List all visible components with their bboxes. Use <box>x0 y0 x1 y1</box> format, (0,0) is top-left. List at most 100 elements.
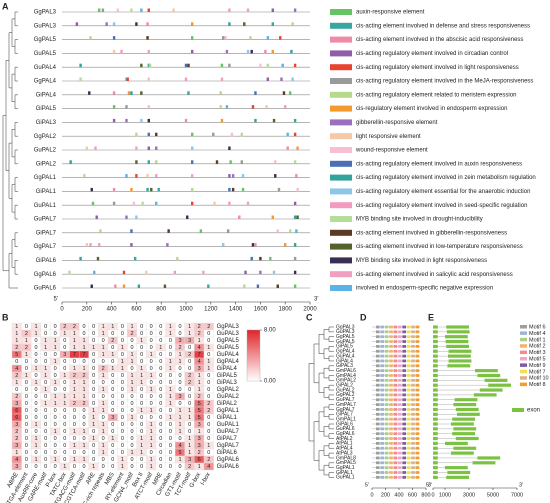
cell-value: 1 <box>34 324 37 330</box>
motif-block <box>411 427 415 431</box>
cis-element <box>286 146 289 150</box>
cell-value: 0 <box>34 401 37 407</box>
gene-label: GuPAL6 <box>336 426 355 432</box>
motif-block <box>384 345 389 348</box>
cell-value: 1 <box>188 443 191 449</box>
cell-value: 0 <box>25 408 28 414</box>
cell-value: 0 <box>140 457 143 463</box>
cell-value: 0 <box>150 338 153 344</box>
motif-block <box>406 393 411 397</box>
cis-element <box>155 174 158 178</box>
motif-block <box>402 345 406 348</box>
motif-block <box>406 442 411 445</box>
cell-value: 1 <box>63 394 66 400</box>
cell-value: 1 <box>73 380 76 386</box>
motif-block <box>402 451 406 455</box>
x-tick-label: 800 <box>156 307 167 313</box>
end-label: 3' <box>519 482 523 488</box>
cell-value: 1 <box>150 387 153 393</box>
cell-value: 2 <box>15 394 18 400</box>
motif-block <box>380 456 384 460</box>
column-label: ARE <box>85 472 96 486</box>
legend-label: wound-responsive element <box>355 148 428 154</box>
cell-value: 1 <box>121 464 124 470</box>
cis-element <box>147 49 150 54</box>
cell-value: 0 <box>54 331 57 337</box>
cis-element <box>173 270 177 275</box>
motif-block <box>415 388 420 392</box>
cell-value: 1 <box>140 450 143 456</box>
cell-value: 0 <box>111 387 114 393</box>
cell-value: 0 <box>121 331 124 337</box>
cell-value: 0 <box>159 401 162 407</box>
cell-value: 0 <box>150 401 153 407</box>
cell-value: 0 <box>178 331 181 337</box>
row-label: GuPAL3 <box>217 331 240 337</box>
cell-value: 0 <box>130 429 133 435</box>
exon <box>446 325 469 329</box>
cis-element <box>293 160 297 164</box>
cis-element <box>222 243 225 247</box>
row-label: GiPAL6 <box>217 450 238 456</box>
gene-label: GiPAL3 <box>36 120 57 126</box>
cell-value: 0 <box>121 401 124 407</box>
cell-value: 1 <box>121 359 124 365</box>
cell-value: 2 <box>188 464 191 470</box>
cell-value: 1 <box>198 387 201 393</box>
motif-block <box>384 359 389 363</box>
cis-element <box>137 284 141 288</box>
legend-label: cis-acting regulatory element essential … <box>356 189 530 195</box>
gene-label: GuPAL1 <box>34 203 57 209</box>
exon <box>433 436 438 441</box>
motif-block <box>411 398 415 402</box>
cell-value: 6 <box>15 408 18 414</box>
cell-value: 2 <box>15 373 18 379</box>
motif-block <box>402 393 406 397</box>
motif-block <box>402 408 406 411</box>
cell-value: 3 <box>188 338 191 344</box>
cis-element <box>230 132 234 137</box>
motif-block <box>411 422 415 426</box>
cell-value: 1 <box>54 380 57 386</box>
legend-swatch <box>330 243 352 250</box>
cell-value: 4 <box>178 443 181 449</box>
cell-value: 0 <box>63 415 66 421</box>
motif-block <box>415 408 420 411</box>
cell-value: 0 <box>121 408 124 414</box>
cis-element <box>251 243 255 247</box>
cis-element <box>112 201 116 206</box>
motif-block <box>376 403 380 406</box>
colorbar-label: 0.00 <box>264 379 276 385</box>
exon <box>477 456 501 460</box>
cell-value: 0 <box>121 443 124 449</box>
cell-value: 1 <box>73 331 76 337</box>
cell-value: 1 <box>54 401 57 407</box>
cell-value: 0 <box>34 373 37 379</box>
cell-value: 1 <box>44 373 47 379</box>
cis-element <box>133 256 137 261</box>
cell-value: 1 <box>92 422 95 428</box>
motif-block <box>398 364 402 368</box>
motif-block <box>402 461 406 465</box>
gene-label: GmPAL6 <box>336 368 356 374</box>
exon <box>433 393 438 397</box>
row-label: GiPAL4 <box>217 366 238 372</box>
cell-value: 0 <box>44 422 47 428</box>
motif-block <box>411 442 415 445</box>
cis-element <box>228 201 231 206</box>
motif-block <box>406 422 411 426</box>
cis-element <box>295 229 298 233</box>
cis-element <box>296 146 299 150</box>
cell-value: 1 <box>188 436 191 442</box>
cis-element <box>293 270 297 275</box>
cell-value: 1 <box>102 443 105 449</box>
motif-block <box>380 408 384 411</box>
gene-label: GmPAL1 <box>336 416 356 422</box>
gene-label: GiPAL7 <box>336 412 353 418</box>
legend-swatch <box>330 9 352 15</box>
motif-block <box>406 383 411 387</box>
motif-block <box>402 466 406 470</box>
motif-block <box>380 354 384 358</box>
motif-block <box>393 393 398 397</box>
cell-value: 1 <box>207 366 210 372</box>
